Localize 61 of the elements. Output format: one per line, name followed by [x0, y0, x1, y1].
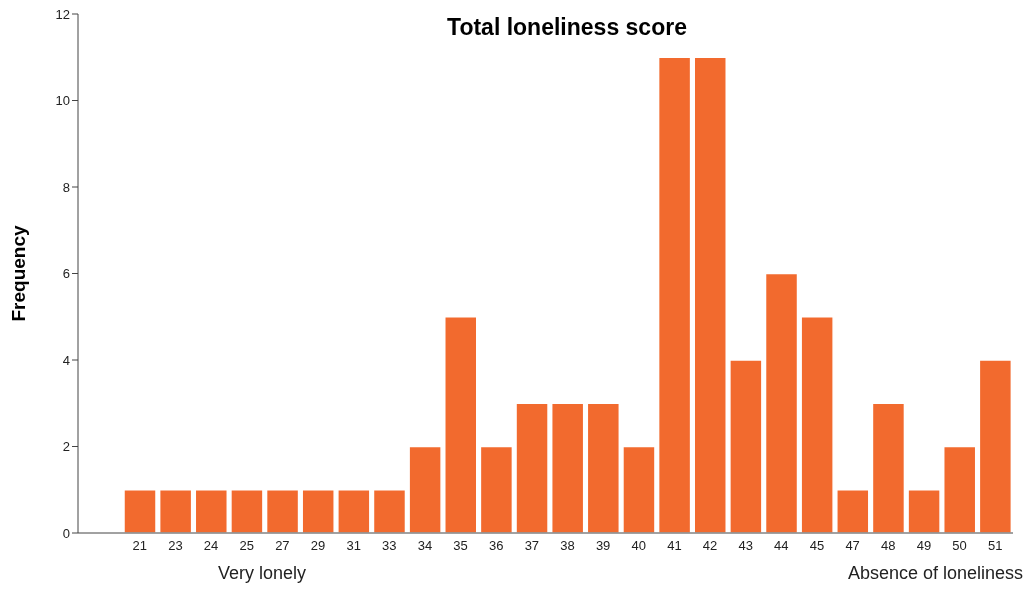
bar	[800, 316, 834, 533]
bar	[693, 56, 727, 533]
bar	[444, 316, 478, 533]
y-tick-label: 8	[62, 179, 70, 195]
x-tick-label: 51	[987, 538, 1003, 554]
chart-title: Total loneliness score	[447, 14, 687, 40]
x-tick-label: 23	[168, 538, 183, 554]
x-tick-label: 43	[738, 538, 753, 554]
bar	[265, 489, 300, 533]
bar	[942, 445, 977, 533]
bar	[622, 445, 656, 533]
bar	[657, 56, 692, 533]
x-tick-label: 42	[702, 538, 718, 554]
x-tick-label: 45	[809, 538, 825, 554]
bar	[408, 445, 442, 533]
bar	[123, 489, 157, 533]
y-tick-label: 10	[55, 93, 70, 109]
x-tick-label: 24	[203, 538, 219, 554]
bar	[586, 402, 621, 533]
bar	[907, 489, 941, 533]
x-tick-label: 49	[916, 538, 932, 554]
x-tick-label: 37	[524, 538, 540, 554]
y-tick-label: 4	[62, 352, 70, 368]
y-tick-label: 12	[55, 6, 70, 22]
bar	[230, 489, 264, 533]
x-tick-label: 36	[488, 538, 504, 554]
bar	[372, 489, 407, 533]
x-tick-label: 47	[845, 538, 860, 554]
y-axis-title: Frequency	[7, 225, 29, 322]
x-tick-label: 50	[952, 538, 967, 554]
x-tick-label: 35	[453, 538, 468, 554]
bar	[871, 402, 906, 533]
bar	[158, 489, 193, 533]
text: Very lonely	[218, 563, 307, 584]
bar	[337, 489, 371, 533]
x-tick-label: 44	[774, 538, 789, 554]
bar	[550, 402, 585, 533]
bar	[729, 359, 763, 533]
bar	[479, 445, 514, 533]
x-tick-label: 21	[132, 538, 148, 554]
x-tick-label: 27	[275, 538, 290, 554]
x-tick-label: 31	[346, 538, 361, 554]
x-tick-label: 29	[310, 538, 326, 554]
x-tick-label: 25	[239, 538, 254, 554]
x-tick-label: 38	[560, 538, 575, 554]
y-tick-label: 0	[62, 525, 70, 541]
x-tick-label: 40	[631, 538, 647, 554]
x-tick-label: 39	[595, 538, 611, 554]
bar	[836, 489, 870, 533]
bar	[978, 359, 1013, 533]
x-tick-label: 41	[667, 538, 682, 554]
x-tick-label: 48	[881, 538, 896, 554]
bar	[301, 489, 335, 533]
text: Absence of loneliness	[847, 563, 1023, 584]
y-tick-label: 6	[62, 266, 70, 282]
bar	[194, 489, 229, 533]
bar	[515, 402, 549, 533]
x-tick-label: 33	[382, 538, 397, 554]
y-tick-label: 2	[62, 439, 70, 455]
bar	[764, 272, 799, 533]
x-tick-label: 34	[417, 538, 433, 554]
